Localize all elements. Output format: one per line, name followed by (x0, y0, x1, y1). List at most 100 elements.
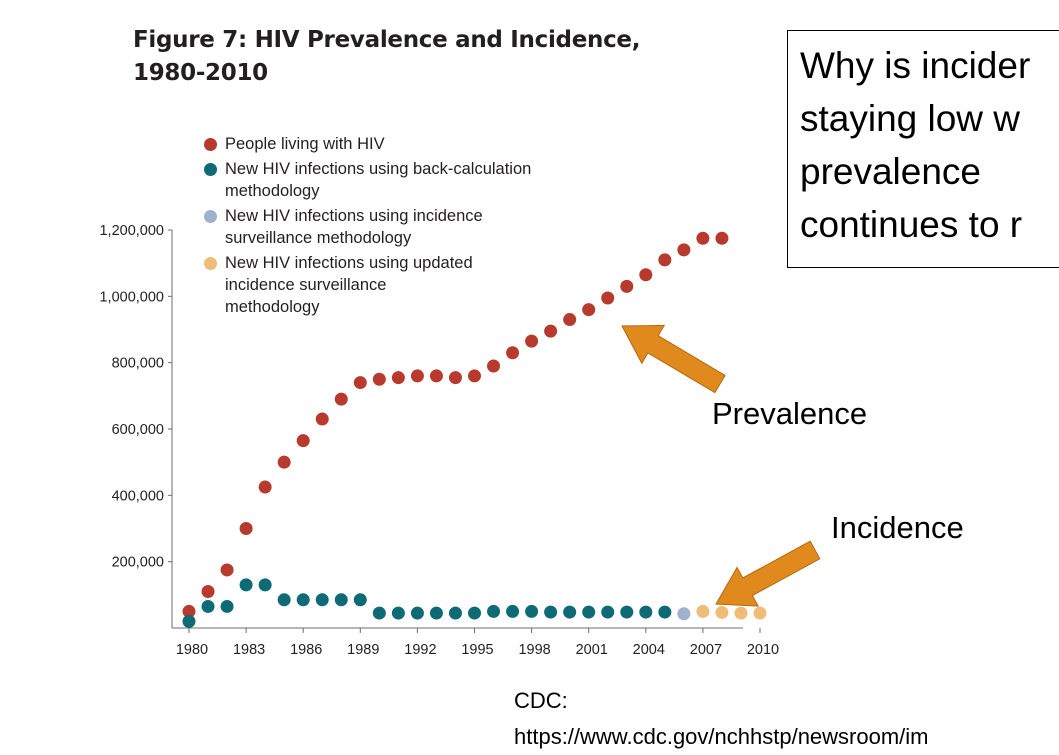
data-point-series-1 (525, 334, 539, 348)
x-tick-label: 1986 (290, 642, 322, 658)
question-line: Why is incider (800, 45, 1031, 86)
x-tick-label: 1980 (176, 642, 208, 658)
data-point-series-1 (620, 279, 634, 293)
question-line: staying low w (800, 98, 1021, 139)
data-point-series-1 (296, 434, 310, 448)
legend-label-line: New HIV infections using back-calculatio… (225, 160, 532, 178)
data-point-series-2 (639, 605, 653, 619)
legend-item-back-calculation: New HIV infections using back-calculatio… (204, 158, 604, 202)
data-point-series-2 (391, 606, 405, 620)
legend-item-incidence-surveillance: New HIV infections using incidence surve… (204, 205, 604, 249)
data-point-series-2 (468, 606, 481, 620)
chart-area: 200,000 400,000 600,000 800,000 1,000,000 1,2… (99, 223, 821, 658)
incidence-arrow (715, 540, 821, 607)
data-point-series-2 (372, 606, 386, 620)
data-point-series-1 (391, 371, 405, 385)
data-point-series-1 (487, 359, 501, 373)
legend-label-line: surveillance methodology (225, 229, 412, 247)
data-point-series-1 (506, 346, 520, 360)
data-point-series-2 (544, 605, 558, 619)
x-tick-label: 2004 (633, 642, 665, 658)
legend-label: New HIV infections using back-calculatio… (225, 158, 604, 202)
data-point-series-1 (201, 585, 215, 599)
question-line: continues to r (800, 204, 1023, 245)
data-point-series-1 (715, 231, 729, 245)
data-point-series-2 (429, 606, 443, 620)
x-tick-label: 1989 (347, 642, 379, 658)
legend-dot-icon (204, 257, 217, 270)
figure-title-line-1: Figure 7: HIV Prevalence and Incidence, (133, 27, 641, 53)
legend-label: New HIV infections using incidence surve… (225, 205, 604, 249)
data-point-series-4 (734, 606, 748, 620)
data-point-series-1 (239, 522, 253, 535)
data-point-series-1 (277, 455, 291, 469)
legend-label-line: New HIV infections using updated (225, 254, 473, 272)
data-point-series-2 (506, 604, 520, 618)
y-tick-label: 600,000 (112, 422, 164, 438)
data-point-series-1 (410, 369, 424, 383)
legend-item-updated-surveillance: New HIV infections using updated inciden… (204, 252, 604, 318)
data-point-series-3 (677, 607, 691, 621)
figure-title: Figure 7: HIV Prevalence and Incidence, … (133, 24, 640, 90)
data-point-series-2 (658, 605, 672, 619)
data-point-series-1 (315, 412, 329, 426)
data-point-series-1 (448, 371, 462, 385)
question-line: prevalence (800, 151, 982, 192)
data-point-series-2 (601, 605, 615, 619)
data-point-series-1 (677, 243, 691, 257)
y-tick-label: 1,000,000 (99, 289, 164, 305)
data-point-series-2 (315, 593, 329, 607)
data-point-series-2 (582, 605, 596, 619)
x-tick-label: 2010 (747, 642, 779, 658)
y-tick-label: 400,000 (112, 488, 164, 504)
data-point-series-1 (182, 604, 196, 618)
data-point-series-2 (201, 599, 215, 613)
question-text-box: Why is incider staying low w prevalence … (787, 30, 1059, 268)
legend-dot-icon (204, 210, 217, 223)
data-point-series-2 (277, 593, 291, 607)
y-tick-label: 800,000 (112, 356, 164, 372)
source-line-2: https://www.cdc.gov/nchhstp/newsroom/im (514, 724, 929, 749)
data-point-series-2 (296, 593, 310, 607)
data-point-series-1 (334, 392, 348, 406)
legend-label-line: methodology (225, 182, 320, 200)
y-tick-label: 200,000 (112, 555, 164, 571)
legend-label: People living with HIV (225, 133, 604, 155)
data-point-series-2 (353, 593, 367, 607)
x-tick-label: 1983 (233, 642, 265, 658)
legend-label: New HIV infections using updated inciden… (225, 252, 604, 318)
data-point-series-1 (658, 253, 672, 267)
data-point-series-1 (639, 268, 653, 282)
data-point-series-1 (544, 324, 558, 338)
legend-label-line: incidence surveillance (225, 276, 387, 294)
data-point-series-2 (410, 606, 424, 620)
data-point-series-2 (620, 605, 634, 619)
data-point-series-1 (468, 369, 481, 383)
x-tick-label: 1998 (518, 642, 550, 658)
data-point-series-4 (696, 604, 710, 618)
x-tick-label: 2001 (576, 642, 608, 658)
legend-dot-icon (204, 163, 217, 176)
legend-item-people-living: People living with HIV (204, 133, 604, 155)
data-point-series-2 (563, 605, 577, 619)
prevalence-arrow (621, 324, 726, 394)
data-point-series-2 (239, 578, 253, 592)
figure-title-line-2: 1980-2010 (133, 60, 268, 86)
data-point-series-4 (753, 606, 767, 620)
data-point-series-4 (715, 605, 729, 619)
data-point-series-1 (563, 313, 577, 327)
legend-label-line: People living with HIV (225, 135, 385, 153)
x-tick-label: 1992 (404, 642, 436, 658)
data-point-series-1 (372, 372, 386, 386)
data-point-series-1 (696, 231, 710, 245)
data-point-series-1 (601, 291, 615, 305)
data-point-series-2 (334, 593, 348, 607)
source-citation: CDC: https://www.cdc.gov/nchhstp/newsroo… (514, 683, 929, 755)
data-point-series-2 (182, 614, 196, 628)
data-point-series-2 (220, 599, 234, 613)
x-tick-label: 2007 (690, 642, 722, 658)
data-point-series-2 (448, 606, 462, 620)
data-point-series-2 (487, 604, 501, 618)
incidence-label: Incidence (831, 510, 964, 545)
prevalence-label: Prevalence (712, 396, 868, 431)
